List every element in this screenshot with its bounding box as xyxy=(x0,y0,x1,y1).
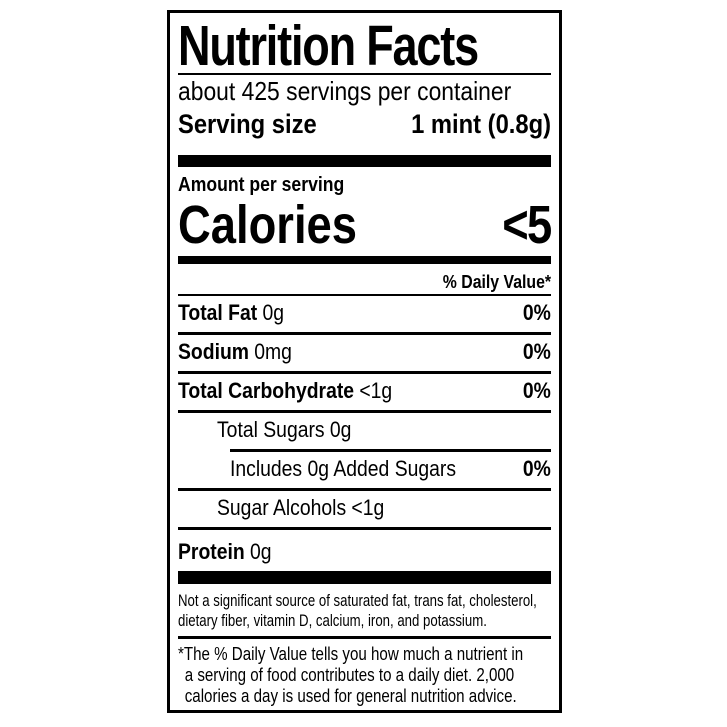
divider xyxy=(178,527,551,530)
nutrient-name: Total Sugars xyxy=(217,417,325,442)
nutrient-amount: <1g xyxy=(351,495,385,520)
divider xyxy=(178,332,551,335)
footnote-divider xyxy=(178,636,551,639)
calories-value: <5 xyxy=(502,195,553,255)
nutrient-name: Includes 0g Added Sugars xyxy=(230,456,457,481)
serving-size-value: 1 mint (0.8g) xyxy=(411,109,551,139)
divider xyxy=(178,488,551,491)
nutrient-daily-value: 0% xyxy=(523,456,551,481)
servings-per-container: about 425 servings per container xyxy=(178,76,512,106)
serving-size-label: Serving size xyxy=(178,109,317,139)
daily-value-header: % Daily Value* xyxy=(442,272,551,292)
label-title: Nutrition Facts xyxy=(178,14,551,78)
divider-indented xyxy=(230,449,551,452)
nutrient-name: Total Fat xyxy=(178,300,258,325)
nutrient-name: Total Carbohydrate xyxy=(178,378,355,403)
nutrient-daily-value: 0% xyxy=(523,339,551,364)
label-title-text: Nutrition Facts xyxy=(178,14,479,78)
divider xyxy=(178,410,551,413)
nutrition-facts-label: Nutrition Facts about 425 servings per c… xyxy=(167,10,562,713)
nutrient-row-total-fat: Total Fat 0g 0% xyxy=(178,296,551,332)
not-significant-text: Not a significant source of saturated fa… xyxy=(178,592,537,630)
calories-label: Calories xyxy=(178,195,358,255)
thick-divider-top xyxy=(178,155,551,167)
nutrient-amount: 0g xyxy=(262,300,285,325)
thick-divider-calories xyxy=(178,256,551,264)
nutrient-row-sugar-alcohols: Sugar Alcohols <1g xyxy=(178,491,551,527)
nutrient-daily-value: 0% xyxy=(523,378,551,403)
serving-size-row: Serving size 1 mint (0.8g) xyxy=(178,107,551,141)
title-underline xyxy=(178,73,551,75)
thick-divider-bottom xyxy=(178,571,551,584)
divider xyxy=(178,371,551,374)
calories-row: Calories <5 xyxy=(178,195,553,255)
nutrient-row-total-carbohydrate: Total Carbohydrate <1g 0% xyxy=(178,374,551,410)
nutrient-amount: <1g xyxy=(359,378,393,403)
nutrient-name: Sodium xyxy=(178,339,249,364)
nutrient-amount: 0g xyxy=(329,417,352,442)
nutrient-name: Protein xyxy=(178,539,245,564)
nutrient-row-sodium: Sodium 0mg 0% xyxy=(178,335,551,371)
amount-per-serving-label: Amount per serving xyxy=(178,174,345,196)
nutrient-row-protein: Protein 0g xyxy=(178,530,551,571)
nutrient-row-added-sugars: Includes 0g Added Sugars 0% xyxy=(178,452,551,488)
nutrient-amount: 0g xyxy=(249,539,272,564)
daily-value-footnote: *The % Daily Value tells you how much a … xyxy=(178,644,524,706)
nutrient-daily-value: 0% xyxy=(523,300,551,325)
divider xyxy=(178,294,551,296)
nutrient-name: Sugar Alcohols xyxy=(217,495,347,520)
nutrient-row-total-sugars: Total Sugars 0g xyxy=(178,413,551,449)
nutrient-amount: 0mg xyxy=(254,339,292,364)
